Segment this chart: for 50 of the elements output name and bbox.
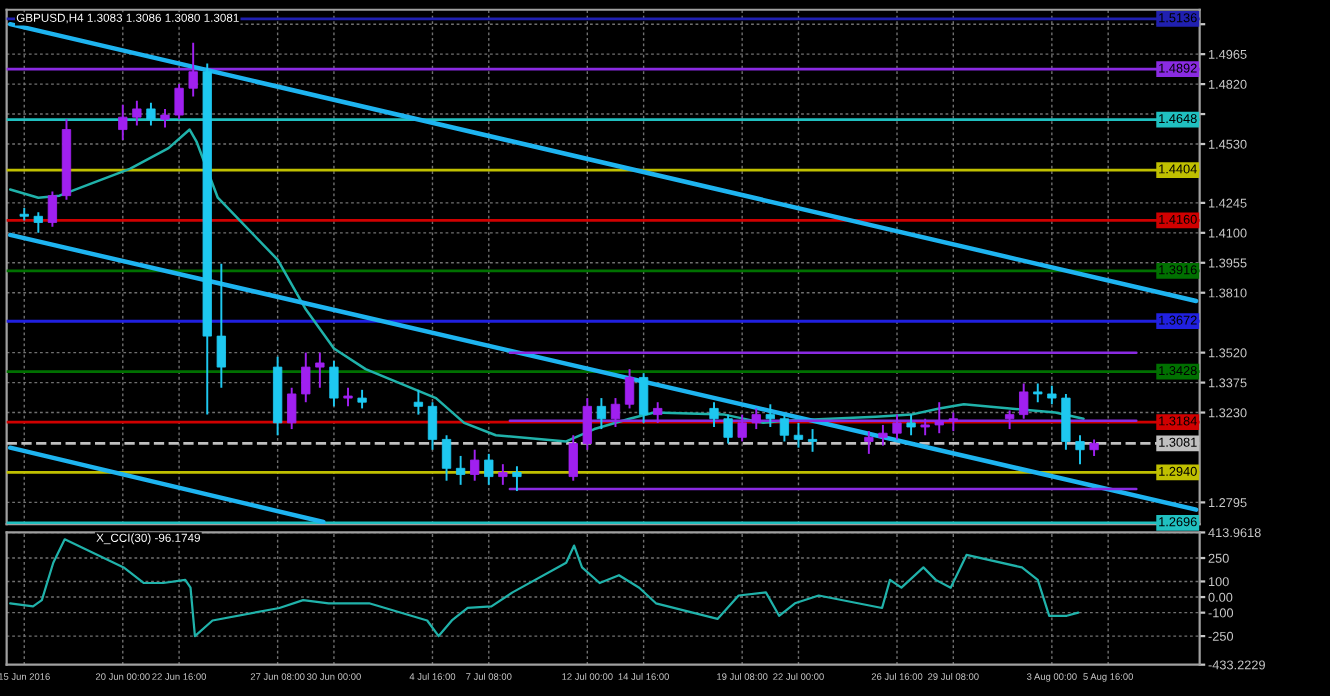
candlestick <box>441 434 452 482</box>
candlestick <box>343 386 353 408</box>
candlestick <box>723 413 733 445</box>
candlestick <box>1047 384 1057 406</box>
candlestick <box>892 413 902 441</box>
candlestick <box>188 41 198 98</box>
candlestick <box>301 351 311 404</box>
candlestick <box>948 411 958 433</box>
candlestick <box>793 421 804 449</box>
candlestick <box>568 434 578 482</box>
candlestick <box>751 407 761 431</box>
candlestick <box>427 401 438 451</box>
candlestick <box>779 413 790 443</box>
candlestick <box>1075 434 1085 466</box>
candlestick <box>47 190 58 228</box>
candlestick <box>174 83 184 121</box>
candlestick <box>1033 382 1043 404</box>
candlestick <box>470 448 480 482</box>
candlestick <box>357 388 367 410</box>
candlestick <box>1061 392 1071 451</box>
candlestick <box>906 413 916 437</box>
candlestick <box>737 413 747 443</box>
candlestick <box>709 401 719 428</box>
candlestick <box>864 430 874 455</box>
candlestick <box>413 388 424 416</box>
candlestick <box>455 454 466 486</box>
candlestick <box>624 368 635 410</box>
candlestick <box>638 372 649 424</box>
candlestick <box>765 403 775 428</box>
candlestick <box>484 452 494 486</box>
candlestick <box>610 397 621 428</box>
candlestick <box>582 397 592 451</box>
candlestick <box>315 351 325 389</box>
candlestick <box>160 107 170 129</box>
candlestick <box>653 401 663 424</box>
candlestick <box>1004 409 1015 431</box>
candlestick <box>1019 382 1029 420</box>
candlestick <box>498 463 508 486</box>
candlestick <box>329 359 339 408</box>
candlestick <box>132 99 142 127</box>
candlestick <box>934 401 944 435</box>
candlestick <box>512 465 522 493</box>
candlestick <box>596 397 607 431</box>
candlestick <box>33 211 43 234</box>
candlestick <box>878 423 888 447</box>
candlestick <box>287 386 297 431</box>
candlestick <box>807 428 818 453</box>
candlestick <box>216 262 226 389</box>
candlestick <box>118 103 128 141</box>
candlestick <box>146 101 156 127</box>
